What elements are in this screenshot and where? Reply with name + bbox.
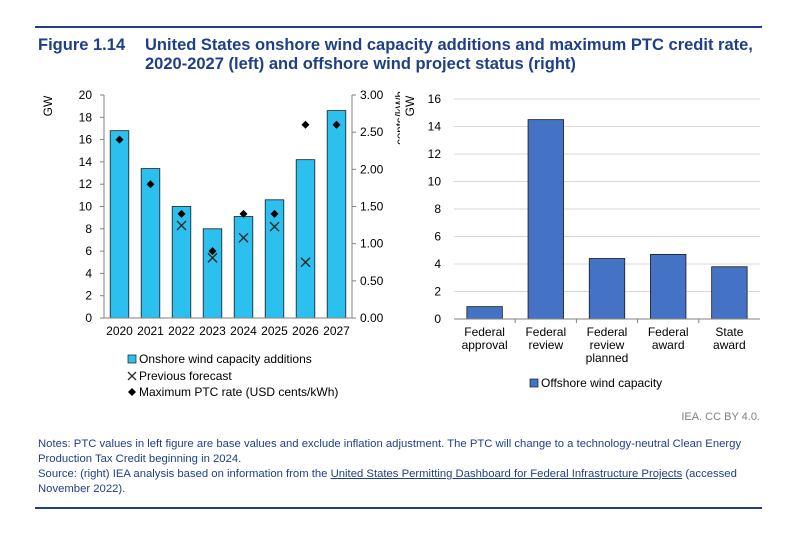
x-tick-label: State — [715, 325, 743, 339]
y-tick-label: 18 — [79, 110, 93, 124]
y-tick-label: 12 — [79, 177, 93, 191]
y-axis-title: GW — [403, 95, 417, 116]
bar-offshore-4 — [711, 266, 748, 320]
legend-label-previous-forecast: Previous forecast — [139, 369, 232, 383]
marker-previous-forecast-2024 — [238, 232, 249, 243]
x-tick-label: 2026 — [292, 324, 319, 338]
x-tick-label: award — [713, 338, 746, 352]
y-tick-label: 10 — [79, 200, 93, 214]
y-tick-label: 2 — [85, 289, 92, 303]
y-tick-label: 14 — [428, 120, 442, 134]
y2-tick-label: 2.00 — [360, 162, 384, 176]
x-tick-label: Federal — [464, 325, 505, 339]
x-tick-label: Federal — [648, 325, 689, 339]
x-tick-label: 2021 — [137, 324, 164, 338]
x-tick-label: 2027 — [323, 324, 350, 338]
notes-text: Notes: PTC values in left figure are bas… — [38, 438, 742, 465]
figure-caption: United States onshore wind capacity addi… — [145, 36, 753, 73]
figure-title: Figure 1.14 United States onshore wind c… — [38, 36, 762, 74]
marker-ptc-2026 — [301, 120, 310, 129]
marker-previous-forecast-2022 — [176, 220, 187, 231]
x-tick-label: 2023 — [199, 324, 226, 338]
y-tick-label: 20 — [79, 88, 93, 102]
source-suffix: (accessed November 2022). — [38, 468, 737, 495]
legend-label-onshore: Onshore wind capacity additions — [139, 352, 312, 366]
x-tick-label: 2022 — [168, 324, 195, 338]
bar-offshore-2 — [588, 258, 626, 320]
left-chart: 0 2 4 6 8 10 12 14 16 18 20 0.00 0.50 1.00 1.50 2.00 2.5… — [41, 88, 400, 399]
right-chart: 0246810121416GWFederalapprovalFederalrev… — [403, 92, 760, 390]
y-tick-label: 6 — [434, 230, 441, 244]
y-tick-label: 4 — [434, 257, 441, 271]
legend-swatch-ptc — [128, 388, 136, 396]
y2-tick-label: 1.00 — [360, 237, 384, 251]
marker-ptc-2024 — [239, 209, 248, 218]
x-tick-label: 2020 — [106, 324, 133, 338]
source-text: Source: (right) IEA analysis based on in… — [38, 467, 762, 497]
y-tick-label: 4 — [85, 266, 92, 280]
y2-tick-label: 0.50 — [360, 274, 384, 288]
marker-ptc-2027 — [332, 120, 341, 129]
legend-swatch-onshore — [127, 354, 137, 364]
marker-ptc-2023 — [208, 247, 217, 256]
y-tick-label: 8 — [434, 202, 441, 216]
bar-offshore-3 — [650, 253, 687, 320]
marker-ptc-2020 — [115, 135, 124, 144]
y-tick-label: 12 — [428, 147, 442, 161]
marker-previous-forecast-2025 — [269, 221, 280, 232]
y-tick-label: 6 — [85, 244, 92, 258]
source-link[interactable]: United States Permitting Dashboard for F… — [330, 468, 683, 480]
y-tick-label: 14 — [79, 155, 93, 169]
marker-ptc-2022 — [177, 209, 186, 218]
notes: Notes: PTC values in left figure are bas… — [38, 437, 762, 497]
y-tick-label: 2 — [434, 285, 441, 299]
credit-text: IEA. CC BY 4.0. — [681, 411, 760, 423]
source-prefix: Source: (right) IEA analysis based on in… — [38, 468, 331, 480]
y2-tick-label: 1.50 — [360, 200, 384, 214]
y2-tick-label: 0.00 — [360, 311, 384, 325]
marker-previous-forecast-2026 — [300, 257, 311, 268]
bottom-rule — [35, 507, 762, 509]
x-tick-label: Federal — [525, 325, 566, 339]
y-tick-label: 16 — [428, 92, 442, 106]
x-tick-label: planned — [586, 351, 629, 365]
x-tick-label: review — [528, 338, 563, 352]
x-tick-label: award — [652, 338, 685, 352]
legend-swatch-offshore — [529, 378, 539, 388]
y-tick-label: 0 — [434, 312, 441, 326]
y-tick-label: 8 — [85, 222, 92, 236]
legend-swatch-previous-forecast — [127, 371, 137, 381]
y2-tick-label: 2.50 — [360, 125, 384, 139]
y-tick-label: 10 — [428, 175, 442, 189]
y-tick-label: 0 — [85, 311, 92, 325]
y-tick-label: 16 — [79, 133, 93, 147]
bar-offshore-0 — [466, 306, 503, 320]
x-tick-label: approval — [462, 338, 508, 352]
top-rule — [35, 26, 762, 28]
legend-label-ptc: Maximum PTC rate (USD cents/kWh) — [139, 385, 338, 399]
marker-ptc-2021 — [146, 180, 155, 189]
bar-offshore-1 — [527, 119, 564, 320]
marker-ptc-2025 — [270, 209, 279, 218]
x-tick-label: Federal — [587, 325, 628, 339]
y-axis-title: GW — [41, 95, 55, 116]
x-tick-label: review — [590, 338, 625, 352]
x-tick-label: 2024 — [230, 324, 257, 338]
x-tick-label: 2025 — [261, 324, 288, 338]
legend-label-offshore: Offshore wind capacity — [541, 376, 662, 390]
figure-number: Figure 1.14 — [38, 36, 126, 54]
y2-axis-title: cents/kWh — [395, 91, 400, 145]
y2-tick-label: 3.00 — [360, 88, 384, 102]
marker-previous-forecast-2023 — [207, 252, 218, 263]
